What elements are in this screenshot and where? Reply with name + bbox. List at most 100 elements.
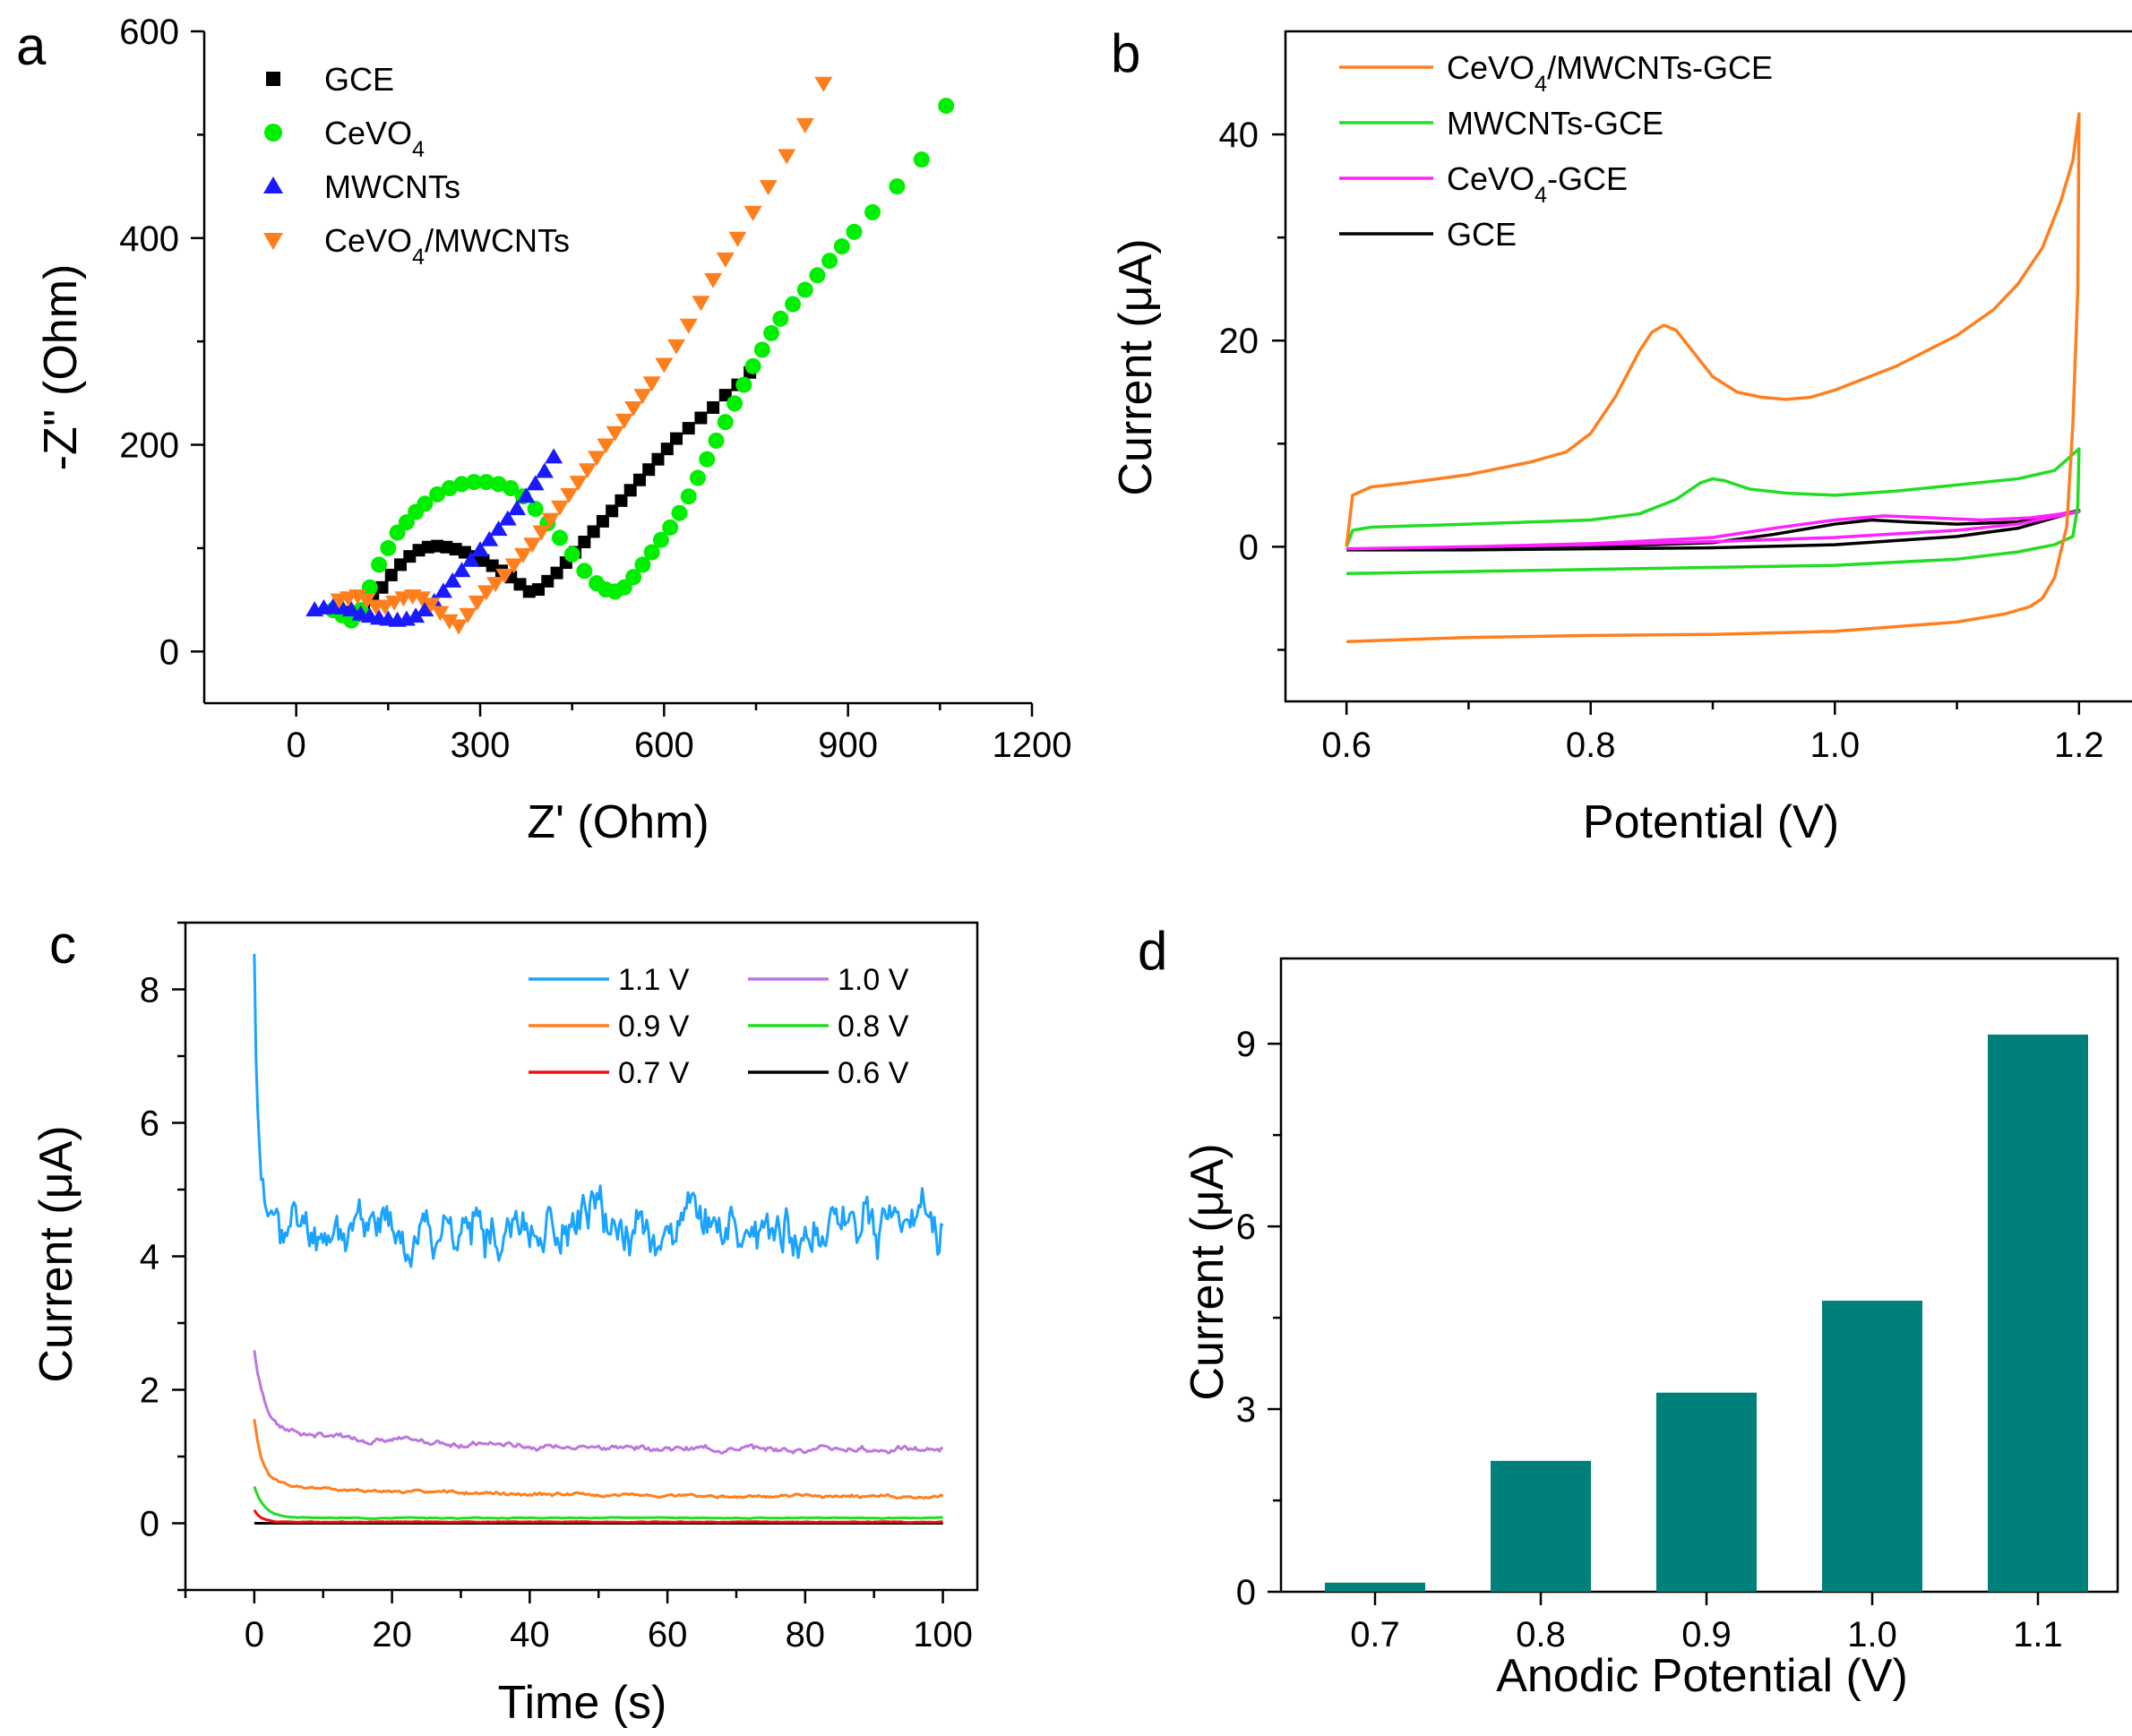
panel-a-point <box>615 494 628 507</box>
panel-a-point <box>632 473 646 486</box>
panel-b-ytick-label: 20 <box>1219 322 1259 361</box>
panel-a-point <box>578 536 591 548</box>
panel-a-point <box>913 151 930 168</box>
panel-a-point <box>348 589 367 605</box>
panel-a-point <box>468 595 486 611</box>
panel-a-series-2 <box>305 448 563 627</box>
panel-a-point <box>513 547 532 563</box>
panel-c-legend-label: 0.8 V <box>838 1010 909 1044</box>
panel-a-point <box>389 524 406 541</box>
panel-a-ytick-label: 0 <box>159 632 179 672</box>
panel-label-d: d <box>1138 921 1167 981</box>
panel-a-point <box>633 389 652 405</box>
panel-a-point <box>597 438 615 454</box>
panel-a-xtick-label: 1200 <box>993 726 1072 765</box>
panel-b-cv-curve <box>1345 112 2081 644</box>
panel-a-point <box>625 569 642 586</box>
panel-a-ylabel: -Z'' (Ohm) <box>35 264 87 471</box>
panel-a-point <box>606 504 619 518</box>
panel-a-point <box>508 500 527 516</box>
panel-a-point <box>652 531 669 548</box>
panel-c-lines <box>253 953 944 1525</box>
panel-c-xlabel: Time (s) <box>498 1677 667 1729</box>
panel-d-ytick-label: 6 <box>1236 1207 1256 1247</box>
panel-b-lines <box>1345 112 2081 644</box>
panel-a-legend-label: GCE <box>324 61 394 98</box>
panel-a-point <box>431 606 450 622</box>
panel-a-point <box>517 487 536 503</box>
panel-a-point <box>375 599 394 615</box>
panel-b-ticks: 0.6 0.8 1.0 1.2 0 20 40 <box>1219 116 2104 765</box>
panel-c-trace <box>253 1350 943 1455</box>
panel-a-legend-marker <box>266 72 280 86</box>
panel-label-c: c <box>49 915 76 975</box>
panel-a-point <box>486 577 505 593</box>
panel-a-point <box>679 318 698 334</box>
panel-a-point <box>407 607 426 623</box>
panel-b-legend-label: MWCNTs-GCE <box>1447 105 1663 142</box>
panel-a-points <box>305 76 955 635</box>
panel-a-point <box>759 180 778 196</box>
panel-c-ytick-label: 0 <box>140 1505 159 1544</box>
panel-c-legend-label: 1.1 V <box>618 963 690 997</box>
panel-b-ylabel: Current (μA) <box>1110 238 1162 495</box>
panel-a-point <box>545 448 563 464</box>
panel-c-ytick-label: 6 <box>140 1104 159 1144</box>
panel-c: c 0 20 40 60 80 100 0 2 4 6 8 1.1 V 1.0 V 0.9 V 0.8 V… <box>30 915 979 1729</box>
panel-d-xtick-label: 0.9 <box>1681 1615 1732 1654</box>
panel-a-point <box>596 514 609 528</box>
panel-a-legend-marker <box>264 124 282 142</box>
panel-a-point <box>477 474 494 491</box>
panel-a-point <box>692 296 710 312</box>
panel-b-legend-label: GCE <box>1447 216 1517 253</box>
panel-a-xtick-label: 900 <box>818 726 878 765</box>
panel-a-point <box>550 566 563 580</box>
panel-d-xtick-label: 1.1 <box>2013 1615 2063 1654</box>
panel-a-point <box>624 401 643 417</box>
panel-a-point <box>550 500 569 516</box>
panel-a-point <box>412 591 431 607</box>
panel-a-point <box>643 544 660 561</box>
panel-c-xtick-label: 100 <box>913 1615 973 1654</box>
panel-b-xtick-label: 1.2 <box>2054 726 2104 765</box>
panel-a-point <box>615 413 633 429</box>
panel-a-point <box>490 476 507 493</box>
panel-a-point <box>716 252 735 268</box>
panel-a-point <box>606 425 624 442</box>
panel-a-point <box>671 504 688 521</box>
panel-a-point <box>503 480 520 496</box>
panel-d-xtick-label: 0.7 <box>1350 1615 1400 1654</box>
panel-d-bars <box>1325 1034 2088 1592</box>
panel-a-point <box>416 601 434 617</box>
panel-a-point <box>417 495 434 512</box>
panel-a-point <box>527 501 544 518</box>
panel-b-xtick-label: 0.6 <box>1321 726 1371 765</box>
panel-a-point <box>375 580 389 594</box>
panel-b-legend-label: CeVO4/MWCNTs-GCE <box>1447 49 1773 97</box>
panel-a-point <box>707 401 720 414</box>
panel-a-point <box>523 537 542 554</box>
panel-b-cv-curve <box>1346 510 2081 551</box>
panel-c-legend-label: 0.6 V <box>838 1056 909 1090</box>
panel-a-point <box>642 376 661 392</box>
panel-d-bar <box>1656 1392 1757 1592</box>
panel-a-point <box>717 414 734 431</box>
panel-a-point <box>495 568 514 584</box>
panel-d-ylabel: Current (μA) <box>1182 1143 1234 1400</box>
panel-a-point <box>384 568 398 581</box>
panel-c-xtick-label: 40 <box>510 1615 550 1654</box>
panel-a-point <box>814 76 833 92</box>
panel-c-ylabel: Current (μA) <box>30 1125 82 1382</box>
panel-a-point <box>480 530 499 546</box>
panel-a-point <box>694 411 708 425</box>
panel-c-legend: 1.1 V 1.0 V 0.9 V 0.8 V 0.7 V 0.6 V <box>529 963 909 1090</box>
panel-a-ytick-label: 600 <box>119 13 179 52</box>
panel-d-xlabel: Anodic Potential (V) <box>1496 1650 1908 1702</box>
panel-a-point <box>704 272 723 288</box>
panel-a-point <box>846 223 863 240</box>
panel-d-bar <box>1325 1582 1425 1592</box>
panel-a-point <box>651 452 665 466</box>
panel-b-legend: CeVO4/MWCNTs-GCE MWCNTs-GCE CeVO4-GCE GCE <box>1339 49 1773 253</box>
panel-c-ytick-label: 2 <box>140 1371 159 1411</box>
panel-a-point <box>642 463 656 477</box>
